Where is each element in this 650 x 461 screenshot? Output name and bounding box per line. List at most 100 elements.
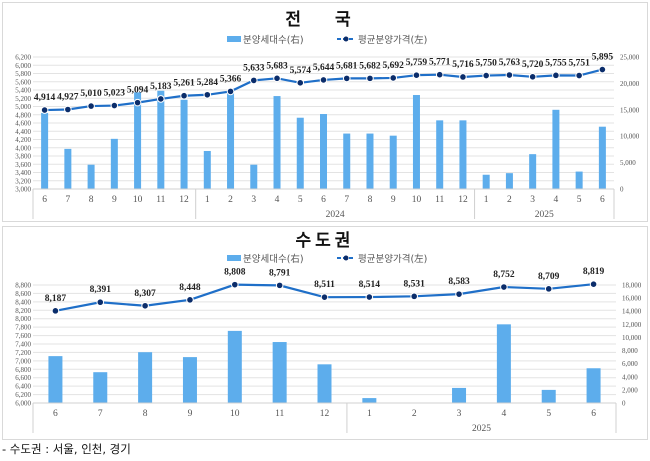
price-data-label: 5,681 xyxy=(336,61,358,71)
bar xyxy=(496,324,511,403)
bar xyxy=(250,164,258,189)
legend-label-bar: 분양세대수(右) xyxy=(243,34,304,46)
bar xyxy=(138,352,153,403)
x-tick-label: 8 xyxy=(368,195,373,205)
chart-panel-national: 전 국 분양세대수(右) 평균분양가격(左) 3,000 3,200 3,400 3,600… xyxy=(2,2,648,222)
y-right-tick-label: 8,000 xyxy=(622,347,638,355)
bar xyxy=(87,164,95,189)
price-data-label: 5,682 xyxy=(359,61,381,71)
price-data-label: 8,752 xyxy=(493,270,515,280)
x-tick-label: 12 xyxy=(179,195,189,205)
price-data-label: 8,709 xyxy=(538,272,560,282)
y-left-tick-label: 3,000 xyxy=(15,186,31,194)
price-data-label: 5,763 xyxy=(499,58,521,68)
price-marker xyxy=(410,292,418,301)
price-marker xyxy=(459,73,467,81)
price-data-label: 5,366 xyxy=(220,74,242,84)
bar xyxy=(180,99,188,189)
bar xyxy=(541,389,556,403)
y-right-tick-label: 0 xyxy=(620,186,624,194)
price-marker xyxy=(296,79,305,87)
x-tick-label: 5 xyxy=(298,195,303,205)
y-left-tick-label: 8,600 xyxy=(15,290,31,298)
y-right-tick-label: 14,000 xyxy=(622,308,642,316)
y-left-tick-label: 4,800 xyxy=(15,111,31,119)
footnote: - 수도권 : 서울, 인천, 경기 xyxy=(2,442,131,456)
chart-title: 전 국 xyxy=(285,10,364,30)
price-marker xyxy=(40,106,49,114)
price-marker xyxy=(544,285,553,293)
price-data-label: 5,023 xyxy=(104,89,126,99)
legend-line-marker xyxy=(343,36,349,42)
price-data-label: 5,010 xyxy=(80,89,102,99)
y-right-tick-label: 0 xyxy=(622,400,626,408)
y-right-tick-label: 2,000 xyxy=(622,386,638,394)
price-marker xyxy=(96,298,105,307)
price-data-label: 8,531 xyxy=(404,279,426,289)
legend-label-line: 평균분양가격(左) xyxy=(358,253,427,265)
y-left-tick-label: 4,000 xyxy=(15,144,31,152)
price-marker xyxy=(180,91,188,100)
price-data-label: 8,514 xyxy=(359,280,381,290)
legend-line-marker xyxy=(343,255,349,261)
bar xyxy=(41,112,49,189)
price-data-label: 8,391 xyxy=(90,285,112,295)
x-tick-label: 11 xyxy=(275,409,284,419)
price-data-label: 5,759 xyxy=(406,58,428,68)
price-marker xyxy=(141,301,149,310)
bar xyxy=(482,174,490,189)
price-marker xyxy=(133,98,142,107)
y-right-tick-label: 20,000 xyxy=(620,80,640,88)
bar xyxy=(436,120,444,189)
bar xyxy=(157,90,165,189)
x-tick-label: 2 xyxy=(507,195,512,205)
price-data-label: 5,284 xyxy=(197,78,219,88)
legend-label-line: 평균분양가격(左) xyxy=(358,34,427,46)
price-marker xyxy=(231,280,239,289)
price-marker xyxy=(528,73,537,81)
bar xyxy=(320,114,327,189)
price-data-label: 8,791 xyxy=(269,268,291,278)
legend-bar-swatch xyxy=(227,36,241,42)
x-tick-label: 3 xyxy=(457,409,462,419)
x-tick-label: 6 xyxy=(321,195,326,205)
price-marker xyxy=(226,87,235,96)
price-data-label: 5,094 xyxy=(127,86,149,96)
y-left-tick-label: 3,400 xyxy=(15,169,31,177)
bar xyxy=(272,342,287,403)
price-data-label: 8,187 xyxy=(45,294,67,304)
x-tick-label: 7 xyxy=(65,195,70,205)
y-left-tick-label: 5,400 xyxy=(15,87,31,95)
x-tick-label: 4 xyxy=(554,195,559,205)
bar xyxy=(362,398,377,403)
y-right-tick-label: 25,000 xyxy=(620,54,640,62)
price-marker xyxy=(157,95,165,103)
bar xyxy=(227,330,242,403)
price-marker xyxy=(203,90,212,99)
x-tick-label: 7 xyxy=(98,409,103,419)
x-tick-label: 5 xyxy=(546,409,551,419)
bar xyxy=(182,357,197,403)
x-tick-label: 12 xyxy=(320,409,330,419)
y-left-tick-label: 8,000 xyxy=(15,315,31,323)
price-data-label: 5,751 xyxy=(568,59,590,69)
y-left-tick-label: 6,000 xyxy=(15,62,31,70)
x-tick-label: 6 xyxy=(42,195,47,205)
price-data-label: 5,750 xyxy=(475,59,497,69)
y-left-tick-label: 3,800 xyxy=(15,153,31,161)
price-marker xyxy=(275,281,284,290)
bar xyxy=(452,387,467,403)
y-right-tick-label: 6,000 xyxy=(622,360,638,368)
year-label: 2025 xyxy=(535,210,554,220)
y-left-tick-label: 7,200 xyxy=(15,349,31,357)
price-marker xyxy=(389,74,398,82)
price-data-label: 5,683 xyxy=(266,61,288,71)
legend-label-bar: 분양세대수(右) xyxy=(243,253,304,265)
y-left-tick-label: 8,400 xyxy=(15,298,31,306)
bar xyxy=(64,148,72,189)
x-tick-label: 6 xyxy=(53,409,58,419)
price-marker xyxy=(51,307,60,315)
price-marker xyxy=(342,74,351,83)
price-marker xyxy=(500,283,508,291)
